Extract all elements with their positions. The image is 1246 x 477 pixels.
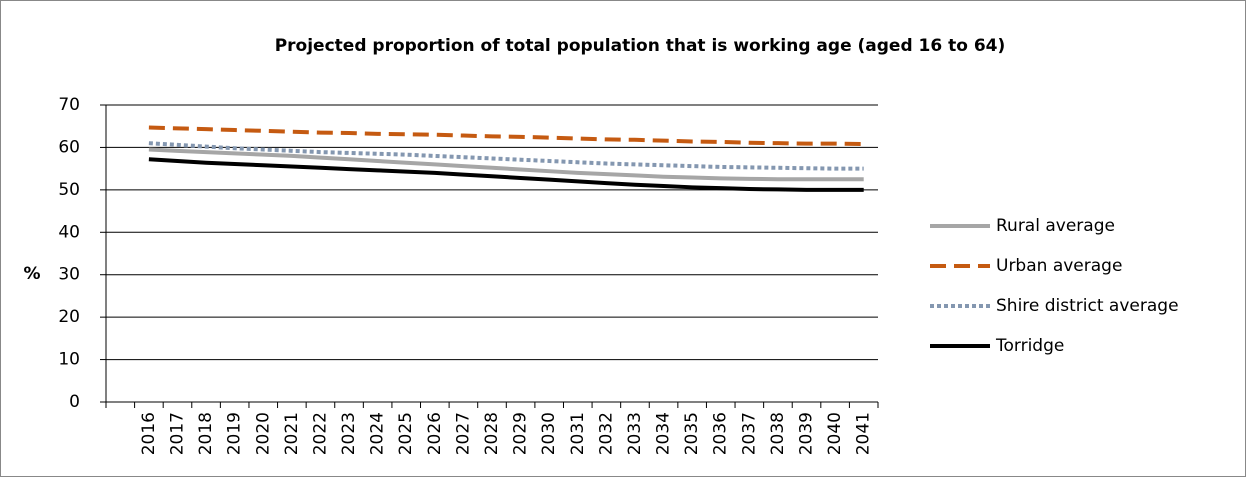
x-tick-label: 2032	[596, 412, 616, 455]
x-tick-label: 2018	[196, 412, 216, 455]
x-tick-label: 2033	[625, 412, 645, 455]
x-tick-label: 2034	[654, 412, 674, 455]
y-tick-label: 20	[58, 307, 80, 327]
series-line	[148, 157, 864, 192]
x-tick-label: 2026	[425, 412, 445, 455]
legend-label: Torridge	[995, 336, 1064, 356]
x-tick-label: 2019	[225, 412, 245, 455]
x-tick-label: 2025	[396, 412, 416, 455]
x-tick-label: 2017	[167, 412, 187, 455]
x-tick-label: 2021	[282, 412, 302, 455]
y-tick-label: 40	[58, 222, 80, 242]
x-tick-label: 2041	[854, 412, 874, 455]
x-tick-label: 2038	[768, 412, 788, 455]
chart-title: Projected proportion of total population…	[275, 36, 1006, 56]
x-tick-label: 2037	[739, 412, 759, 455]
y-tick-label: 0	[69, 392, 80, 412]
x-tick-label: 2031	[568, 412, 588, 455]
y-tick-label: 70	[58, 95, 80, 115]
x-tick-label: 2023	[339, 412, 359, 455]
y-tick-label: 60	[58, 137, 80, 157]
legend-label: Shire district average	[996, 296, 1179, 316]
x-tick-label: 2040	[825, 412, 845, 455]
legend-label: Rural average	[996, 216, 1115, 236]
series-line	[148, 141, 864, 171]
x-tick-label: 2020	[253, 412, 273, 455]
x-tick-label: 2030	[539, 412, 559, 455]
x-tick-label: 2027	[453, 412, 473, 455]
series-line	[148, 147, 864, 182]
legend-label: Urban average	[996, 256, 1122, 276]
x-tick-label: 2022	[310, 412, 330, 455]
y-tick-label: 30	[58, 265, 80, 285]
x-tick-label: 2035	[682, 412, 702, 455]
x-tick-label: 2028	[482, 412, 502, 455]
y-tick-label: 10	[58, 350, 80, 370]
y-tick-label: 50	[58, 180, 80, 200]
x-tick-label: 2039	[797, 412, 817, 455]
x-tick-label: 2016	[139, 412, 159, 455]
x-tick-label: 2024	[368, 412, 388, 455]
y-axis-label: %	[23, 264, 40, 284]
x-tick-label: 2036	[711, 412, 731, 455]
x-tick-label: 2029	[511, 412, 531, 455]
